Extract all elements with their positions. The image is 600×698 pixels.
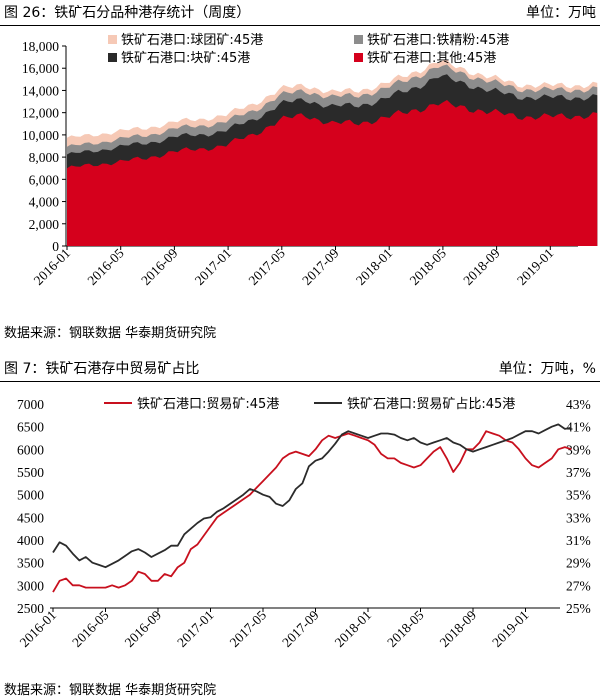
- left-y-tick-label: 3500: [17, 556, 44, 571]
- line-series-0: [52, 430, 572, 593]
- right-y-tick-label: 41%: [566, 420, 591, 435]
- legend-label: 铁矿石港口:贸易矿:45港: [137, 397, 279, 412]
- x-tick-label: 2017-05: [245, 245, 288, 288]
- x-tick-label: 2016-05: [84, 245, 127, 288]
- x-tick-label: 2018-05: [407, 245, 450, 288]
- right-y-tick-label: 25%: [566, 601, 591, 616]
- y-tick-label: 10,000: [22, 128, 59, 143]
- legend-label: 铁矿石港口:铁精粉:45港: [367, 33, 509, 48]
- x-tick-label: 2017-05: [227, 607, 270, 650]
- figure1-source: 数据来源：钢联数据 华泰期货研究院: [4, 326, 217, 341]
- y-tick-label: 0: [52, 239, 59, 254]
- x-tick-label: 2018-09: [437, 607, 480, 650]
- legend-label: 铁矿石港口:球团矿:45港: [121, 33, 263, 48]
- y-tick-label: 16,000: [22, 61, 59, 76]
- legend-label: 铁矿石港口:贸易矿占比:45港: [347, 397, 515, 412]
- left-y-tick-label: 5000: [17, 488, 44, 503]
- left-y-tick-label: 6500: [17, 420, 44, 435]
- x-tick-label: 2017-01: [174, 608, 216, 650]
- x-tick-label: 2016-09: [122, 607, 165, 650]
- right-y-tick-label: 39%: [566, 442, 591, 457]
- legend-label: 铁矿石港口:其他:45港: [367, 51, 496, 66]
- figure2-header: 图 7：铁矿石港存中贸易矿占比 单位：万吨，%: [0, 356, 600, 382]
- x-tick-label: 2018-09: [460, 245, 503, 288]
- figure2-title: 图 7：铁矿石港存中贸易矿占比: [4, 361, 200, 377]
- y-tick-label: 8,000: [29, 150, 60, 165]
- figure1-unit: 单位：万吨: [526, 5, 596, 21]
- x-tick-label: 2018-01: [353, 246, 395, 288]
- x-tick-label: 2016-05: [69, 607, 112, 650]
- legend-swatch: [108, 35, 117, 44]
- right-y-tick-label: 43%: [566, 397, 591, 412]
- legend-swatch: [108, 53, 117, 62]
- legend-swatch: [354, 35, 363, 44]
- figure1-title: 图 26：铁矿石分品种港存统计（周度）: [4, 5, 251, 21]
- figure1-header: 图 26：铁矿石分品种港存统计（周度） 单位：万吨: [0, 0, 600, 26]
- y-tick-label: 14,000: [22, 83, 59, 98]
- x-tick-label: 2017-09: [299, 245, 342, 288]
- left-y-tick-label: 4000: [17, 533, 44, 548]
- left-y-tick-label: 5500: [17, 465, 44, 480]
- figure2-unit: 单位：万吨，%: [498, 361, 596, 377]
- x-tick-label: 2017-09: [279, 607, 322, 650]
- left-y-tick-label: 6000: [17, 442, 44, 457]
- right-y-tick-label: 33%: [566, 510, 591, 525]
- area-series-0: [67, 100, 598, 246]
- right-y-tick-label: 29%: [566, 556, 591, 571]
- x-tick-label: 2018-01: [332, 608, 374, 650]
- left-y-tick-label: 2500: [17, 601, 44, 616]
- y-tick-label: 2,000: [29, 217, 60, 232]
- x-tick-label: 2019-01: [489, 608, 531, 650]
- x-tick-label: 2017-01: [192, 246, 234, 288]
- y-tick-label: 12,000: [22, 106, 59, 121]
- x-tick-label: 2016-09: [138, 245, 181, 288]
- legend-label: 铁矿石港口:块矿:45港: [121, 51, 250, 66]
- y-tick-label: 4,000: [29, 195, 60, 210]
- left-y-tick-label: 7000: [17, 397, 44, 412]
- right-y-tick-label: 35%: [566, 488, 591, 503]
- x-tick-label: 2018-05: [384, 607, 427, 650]
- stacked-area-chart: 0 2,000 4,000 6,000 8,000 10,000 12,000 14,000 1…: [22, 33, 598, 288]
- x-tick-label: 2019-01: [514, 246, 556, 288]
- y-tick-label: 18,000: [22, 39, 59, 54]
- left-y-tick-label: 4500: [17, 510, 44, 525]
- line-series-1: [52, 423, 572, 569]
- y-tick-label: 6,000: [29, 172, 60, 187]
- left-y-tick-label: 3000: [17, 578, 44, 593]
- figure2-source: 数据来源：钢联数据 华泰期货研究院: [4, 683, 217, 698]
- right-y-tick-label: 31%: [566, 533, 591, 548]
- legend-swatch: [354, 53, 363, 62]
- dual-axis-line-chart: 2500 3000 3500 4000 4500 5000 5500 6000 6500 7000…: [17, 397, 591, 650]
- right-y-tick-label: 37%: [566, 465, 591, 480]
- right-y-tick-label: 27%: [566, 578, 591, 593]
